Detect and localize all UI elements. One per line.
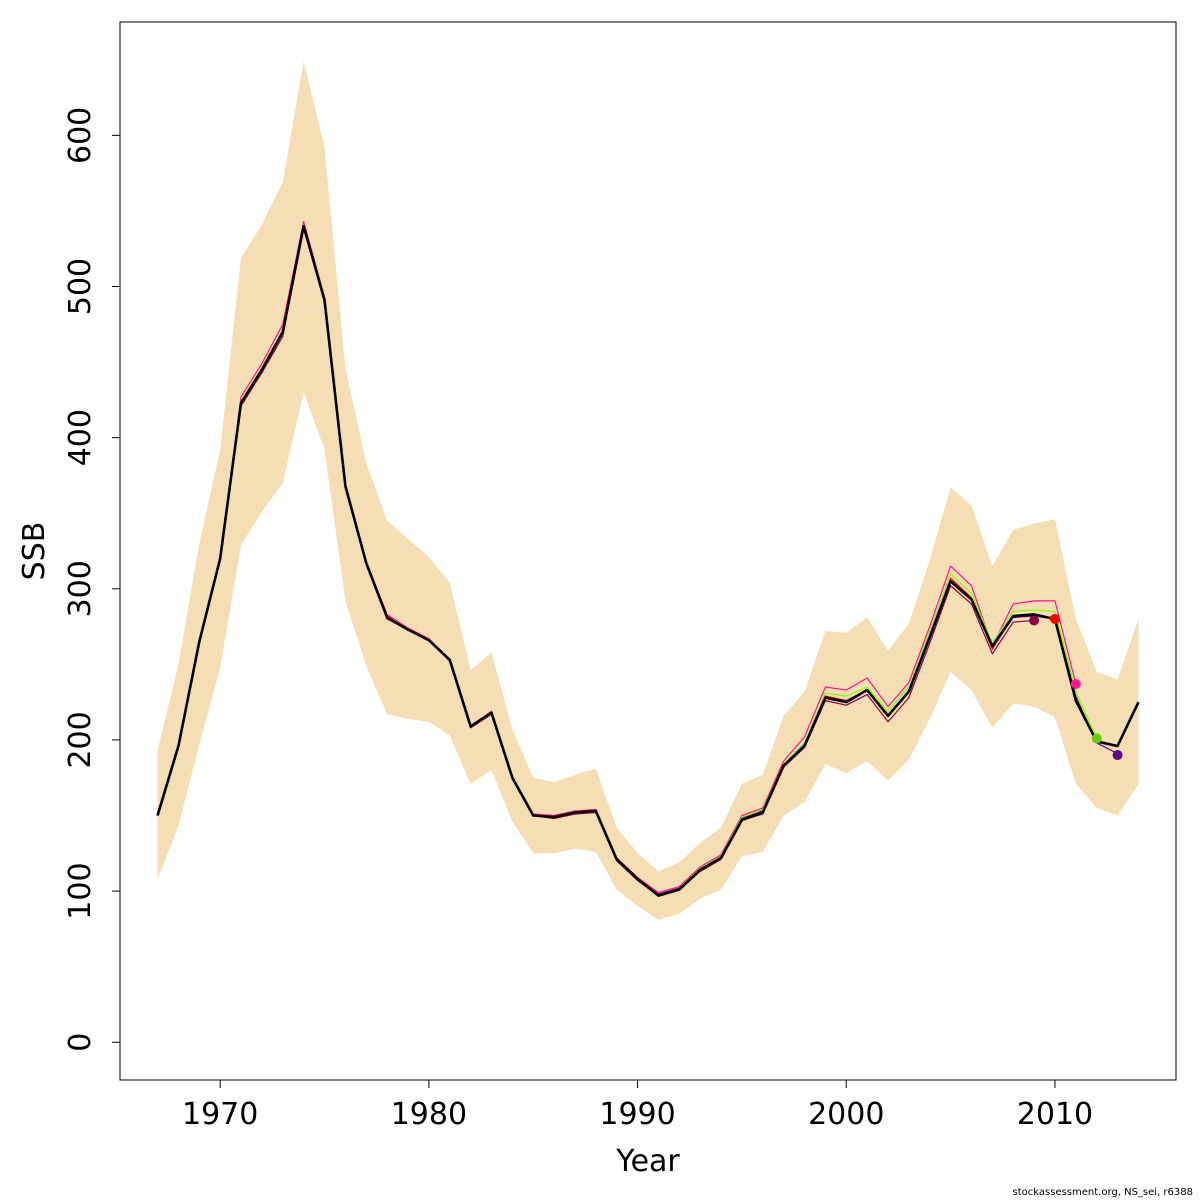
series-endpoint-4: [1091, 733, 1102, 744]
y-tick-label: 400: [63, 409, 98, 466]
y-tick-label: 200: [63, 711, 98, 768]
y-tick-label: 100: [63, 862, 98, 919]
y-tick-label: 500: [63, 258, 98, 315]
series-endpoint-2: [1049, 614, 1060, 625]
x-tick-label: 2010: [1017, 1097, 1093, 1132]
x-tick-label: 1980: [391, 1097, 467, 1132]
y-tick-label: 600: [63, 107, 98, 164]
y-tick-label: 0: [63, 1033, 98, 1052]
plot-frame: [119, 21, 1177, 1081]
x-tick-label: 2000: [808, 1097, 884, 1132]
x-tick-label: 1990: [599, 1097, 675, 1132]
points-layer: [1029, 614, 1123, 761]
credit-footnote: stockassessment.org, NS_sei, r6388: [1012, 1187, 1193, 1198]
series-endpoint-1: [1029, 615, 1040, 626]
y-axis: 0 100 200 300 400 500 600: [63, 107, 120, 1052]
y-axis-title: SSB: [17, 522, 52, 581]
series-line-6: [156, 224, 1140, 897]
y-tick-label: 300: [63, 560, 98, 617]
series-layer: [156, 220, 1140, 897]
x-tick-label: 1970: [182, 1097, 258, 1132]
series-endpoint-5: [1112, 750, 1123, 761]
series-endpoint-3: [1070, 679, 1081, 690]
x-axis: 1970 1980 1990 2000 2010: [182, 1080, 1093, 1132]
x-axis-title: Year: [615, 1144, 680, 1179]
